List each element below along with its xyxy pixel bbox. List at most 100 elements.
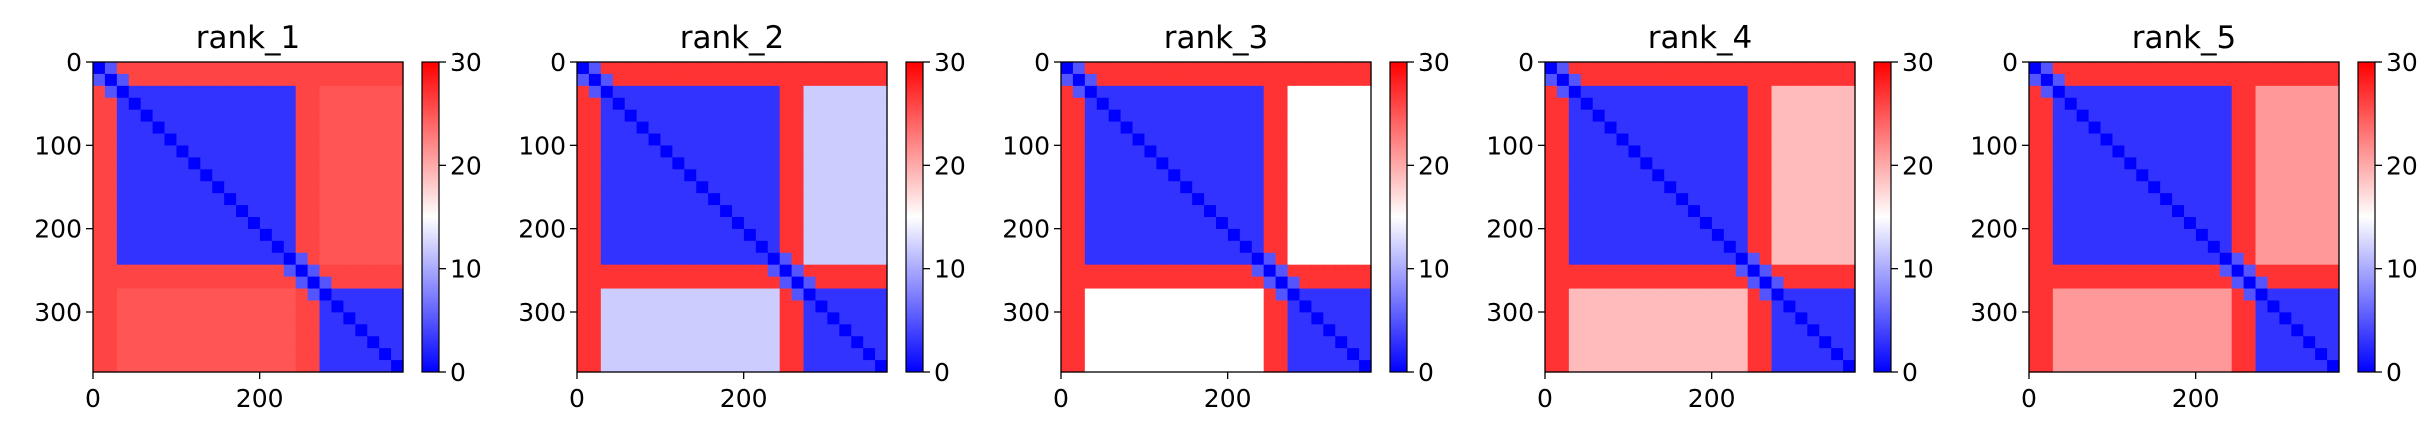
heatmap-cell [1831, 312, 1844, 325]
heatmap-cell [636, 181, 650, 194]
heatmap-cell [176, 264, 189, 278]
heatmap-cell [1723, 217, 1737, 230]
heatmap-cell [343, 157, 356, 170]
heatmap-cell [1735, 217, 1749, 230]
heatmap-cell [379, 252, 392, 266]
heatmap-cell [1108, 288, 1122, 302]
heatmap-cell [1311, 205, 1324, 218]
heatmap-cell [1747, 181, 1761, 194]
heatmap-cell [1831, 288, 1844, 302]
heatmap-cell [2112, 193, 2125, 206]
heatmap-cell [1263, 312, 1277, 325]
heatmap-cell [2219, 109, 2233, 123]
heatmap-cell [875, 145, 888, 158]
heatmap-cell [875, 240, 888, 254]
heatmap-cell [259, 324, 273, 337]
heatmap-cell [1072, 264, 1086, 278]
heatmap-cell [152, 62, 166, 75]
heatmap-cell [2100, 240, 2114, 254]
heatmap-cell [577, 109, 590, 123]
heatmap-cell [1192, 109, 1205, 123]
heatmap-cell [648, 205, 662, 218]
heatmap-cell [863, 288, 876, 302]
heatmap-cell [367, 193, 380, 206]
heatmap-cell [2279, 288, 2292, 302]
heatmap-cell [1545, 288, 1558, 302]
heatmap-cell [577, 169, 590, 182]
heatmap-cell [1676, 300, 1689, 313]
heatmap-cell [200, 62, 213, 75]
heatmap-cell [767, 240, 781, 254]
heatmap-cell [1216, 264, 1229, 278]
heatmap-cell [2207, 288, 2221, 302]
heatmap-cell [672, 360, 685, 373]
heatmap-cell [1227, 73, 1241, 87]
heatmap-cell [684, 264, 697, 278]
heatmap-cell [1819, 193, 1832, 206]
heatmap-cell [815, 252, 828, 266]
heatmap-cell [319, 288, 333, 302]
heatmap-cell [379, 324, 392, 337]
heatmap-cell [1311, 121, 1324, 135]
heatmap-cell [1556, 217, 1570, 230]
heatmap-cell [1735, 181, 1749, 194]
heatmap-cell [755, 264, 769, 278]
heatmap-cell [1239, 205, 1253, 218]
heatmap-cell [672, 276, 685, 290]
heatmap-cell [1711, 193, 1725, 206]
heatmap-cell [93, 276, 106, 290]
heatmap-cell [355, 217, 368, 230]
heatmap-cell [1359, 145, 1372, 158]
heatmap-cell [1168, 276, 1181, 290]
heatmap-cell [875, 228, 888, 242]
heatmap-cell [1616, 228, 1630, 242]
heatmap-cell [1580, 169, 1594, 182]
heatmap-cell [2029, 181, 2042, 194]
heatmap-cell [1843, 312, 1856, 325]
heatmap-cell [2207, 157, 2221, 170]
heatmap-cell [863, 121, 876, 135]
heatmap-cell [2160, 276, 2173, 290]
heatmap-cell [720, 348, 733, 361]
heatmap-cell [815, 193, 828, 206]
heatmap-cell [355, 73, 368, 87]
heatmap-cell [1120, 264, 1134, 278]
heatmap-cell [588, 300, 602, 313]
heatmap-cell [1204, 228, 1217, 242]
heatmap-cell [1616, 348, 1630, 361]
heatmap-cell [624, 217, 638, 230]
heatmap-cell [93, 312, 106, 325]
heatmap-cell [1120, 252, 1134, 266]
heatmap-cell [164, 217, 178, 230]
heatmap-cell [2219, 360, 2233, 373]
heatmap-cell [1096, 73, 1110, 87]
heatmap-cell [1287, 181, 1301, 194]
heatmap-cell [767, 312, 781, 325]
heatmap-cell [1132, 157, 1146, 170]
heatmap-cell [2076, 121, 2090, 135]
heatmap-cell [2243, 264, 2257, 278]
heatmap-cell [176, 348, 189, 361]
heatmap-cell [755, 348, 769, 361]
heatmap-cell [1711, 157, 1725, 170]
heatmap-cell [1299, 288, 1312, 302]
heatmap-cell [2327, 264, 2340, 278]
heatmap-cell [212, 240, 225, 254]
heatmap-cell [188, 360, 201, 373]
heatmap-cell [588, 360, 602, 373]
heatmap-cell [1347, 264, 1360, 278]
heatmap-cell [1227, 348, 1241, 361]
heatmap-cell [2076, 169, 2090, 182]
heatmap-cell [1592, 73, 1606, 87]
heatmap-cell [851, 169, 864, 182]
heatmap-cell [720, 228, 733, 242]
heatmap-cell [1819, 348, 1832, 361]
heatmap-cell [164, 264, 178, 278]
heatmap-cell [1120, 240, 1134, 254]
heatmap-cell [1216, 228, 1229, 242]
heatmap-cell [1771, 300, 1785, 313]
heatmap-cell [331, 193, 344, 206]
heatmap-cell [732, 360, 745, 373]
heatmap-cell [2279, 109, 2292, 123]
heatmap-cell [1359, 109, 1372, 123]
